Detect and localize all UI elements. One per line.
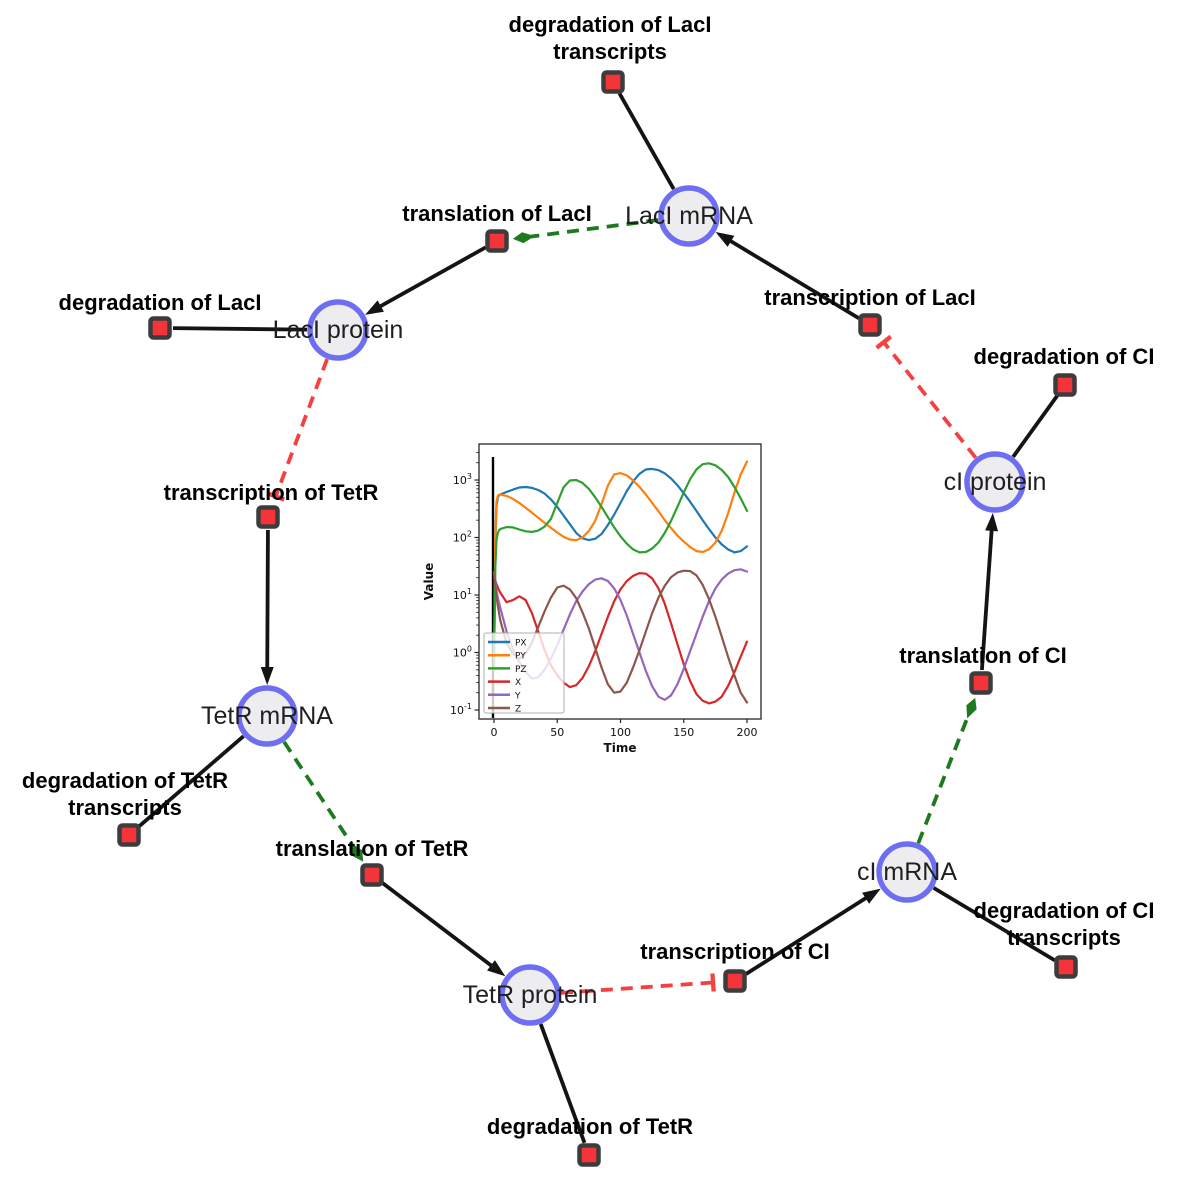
y-tick-label: 102 (453, 530, 472, 545)
edge-tetr-mrna-to-translation-of-tetr (282, 740, 364, 862)
inset-chart: 0 50 100 150 20010310210110010-1TimeValuePXP… (422, 443, 762, 755)
species-node-tetr-protein[interactable] (499, 964, 561, 1026)
edge-laci-mrna-to-translation-of-laci (512, 218, 659, 244)
y-tick-label: 103 (453, 472, 472, 487)
reaction-label-degradation-of-laci: degradation of LacI (59, 290, 262, 315)
chart-y-axis-label: Value (422, 563, 436, 601)
reaction-label-transcription-of-ci: transcription of CI (640, 939, 829, 964)
reaction-node-degradation-of-tetr-transcripts[interactable] (117, 823, 141, 847)
species-label-tetr-protein: TetR protein (463, 981, 598, 1009)
series-X (492, 571, 749, 705)
edge-laci-protein-to-degradation-of-laci (172, 326, 308, 332)
legend-label-PZ: PZ (515, 665, 527, 675)
series-PY (492, 460, 749, 671)
reaction-node-degradation-of-tetr[interactable] (577, 1143, 601, 1167)
reaction-label-transcription-of-laci: transcription of LacI (764, 285, 975, 310)
edge-transcription-of-ci-to-ci-mrna (744, 888, 881, 976)
species-node-ci-mrna[interactable] (876, 841, 938, 903)
edge-tetr-protein-to-degradation-of-tetr (538, 1023, 587, 1144)
modifier-arrowhead-icon (512, 232, 535, 244)
edge-tetr-protein-to-transcription-of-ci (560, 973, 716, 995)
arrowhead-icon (985, 512, 999, 532)
reaction-label-transcription-of-tetr: transcription of TetR (164, 480, 379, 505)
legend-label-PX: PX (515, 639, 527, 649)
edge-transcription-of-laci-to-laci-mrna (715, 231, 860, 320)
chart-legend: PX PY PZ XYZ (483, 632, 565, 715)
inhibition-tee-icon (875, 334, 893, 350)
x-tick-label: 50 (550, 726, 564, 739)
reaction-node-degradation-of-laci[interactable] (148, 316, 172, 340)
x-tick-label: 100 (610, 726, 631, 739)
species-label-ci-mrna: cI mRNA (857, 858, 957, 886)
edge-laci-protein-to-transcription-of-tetr (266, 358, 329, 502)
edge-ci-protein-to-degradation-of-ci (1011, 394, 1059, 458)
species-node-laci-mrna[interactable] (658, 185, 720, 247)
edge-laci-mrna-to-degradation-of-laci-transcripts (617, 92, 676, 190)
legend-label-Z: Z (515, 705, 521, 715)
x-tick-label: 0 (491, 726, 498, 739)
inhibition-tee-icon (710, 973, 716, 992)
reaction-label-degradation-of-tetr: degradation of TetR (487, 1114, 693, 1139)
edge-tetr-mrna-to-degradation-of-tetr-transcripts (137, 734, 245, 828)
species-label-laci-protein: LacI protein (273, 316, 404, 344)
reaction-node-transcription-of-tetr[interactable] (256, 505, 280, 529)
arrowhead-icon (862, 888, 881, 904)
arrowhead-icon (260, 666, 274, 686)
reaction-label-translation-of-ci: translation of CI (899, 643, 1066, 668)
inhibition-tee-icon (266, 491, 285, 502)
edge-ci-mrna-to-degradation-of-ci-transcripts (932, 886, 1056, 962)
edge-ci-mrna-to-translation-of-ci (916, 697, 977, 844)
reaction-label-degradation-of-tetr-transcripts: degradation of TetR transcripts (22, 768, 228, 820)
legend-box (483, 632, 565, 714)
species-node-tetr-mrna[interactable] (236, 685, 298, 747)
reaction-node-degradation-of-ci[interactable] (1053, 373, 1077, 397)
reaction-label-degradation-of-ci-transcripts: degradation of CI transcripts (974, 898, 1155, 950)
series-PZ (492, 462, 749, 671)
species-label-tetr-mrna: TetR mRNA (201, 702, 333, 730)
reaction-node-translation-of-tetr[interactable] (360, 863, 384, 887)
reaction-node-translation-of-ci[interactable] (969, 671, 993, 695)
legend-label-X: X (515, 678, 521, 688)
species-label-ci-protein: cI protein (944, 468, 1047, 496)
chart-x-axis-label: Time (604, 741, 637, 755)
reaction-label-degradation-of-laci-transcripts: degradation of LacI transcripts (509, 12, 712, 64)
legend-label-PY: PY (515, 652, 526, 662)
series-PX (492, 467, 749, 671)
edge-translation-of-ci-to-ci-protein (980, 512, 999, 671)
reaction-label-degradation-of-ci: degradation of CI (974, 344, 1155, 369)
x-tick-label: 150 (673, 726, 694, 739)
label-layer: LacI mRNA LacI protein TetR mRNA TetR prote… (22, 12, 1155, 1139)
reaction-label-translation-of-laci: translation of LacI (402, 201, 591, 226)
species-node-ci-protein[interactable] (964, 451, 1026, 513)
arrowhead-icon (715, 231, 735, 247)
reaction-label-translation-of-tetr: translation of TetR (276, 836, 469, 861)
reaction-node-translation-of-laci[interactable] (485, 229, 509, 253)
edge-translation-of-laci-to-laci-protein (365, 245, 487, 315)
reaction-node-degradation-of-laci-transcripts[interactable] (601, 70, 625, 94)
y-tick-label: 10-1 (450, 702, 472, 717)
edge-translation-of-tetr-to-tetr-protein (381, 881, 506, 977)
modifier-arrowhead-icon (966, 697, 977, 719)
legend-label-Y: Y (514, 691, 521, 701)
y-tick-label: 101 (453, 587, 472, 602)
x-tick-label: 200 (737, 726, 758, 739)
edge-layer (137, 92, 1059, 1144)
species-label-laci-mrna: LacI mRNA (625, 202, 753, 230)
edge-ci-protein-to-transcription-of-laci (875, 334, 978, 459)
species-node-laci-protein[interactable] (307, 299, 369, 361)
reaction-node-degradation-of-ci-transcripts[interactable] (1054, 955, 1078, 979)
arrowhead-icon (487, 960, 506, 977)
node-layer (117, 70, 1078, 1167)
arrowhead-icon (365, 300, 384, 315)
y-tick-label: 100 (453, 645, 472, 660)
reaction-node-transcription-of-ci[interactable] (723, 969, 747, 993)
modifier-arrowhead-icon (351, 843, 364, 862)
edge-transcription-of-tetr-to-tetr-mrna (260, 529, 274, 686)
reaction-node-transcription-of-laci[interactable] (858, 313, 882, 337)
